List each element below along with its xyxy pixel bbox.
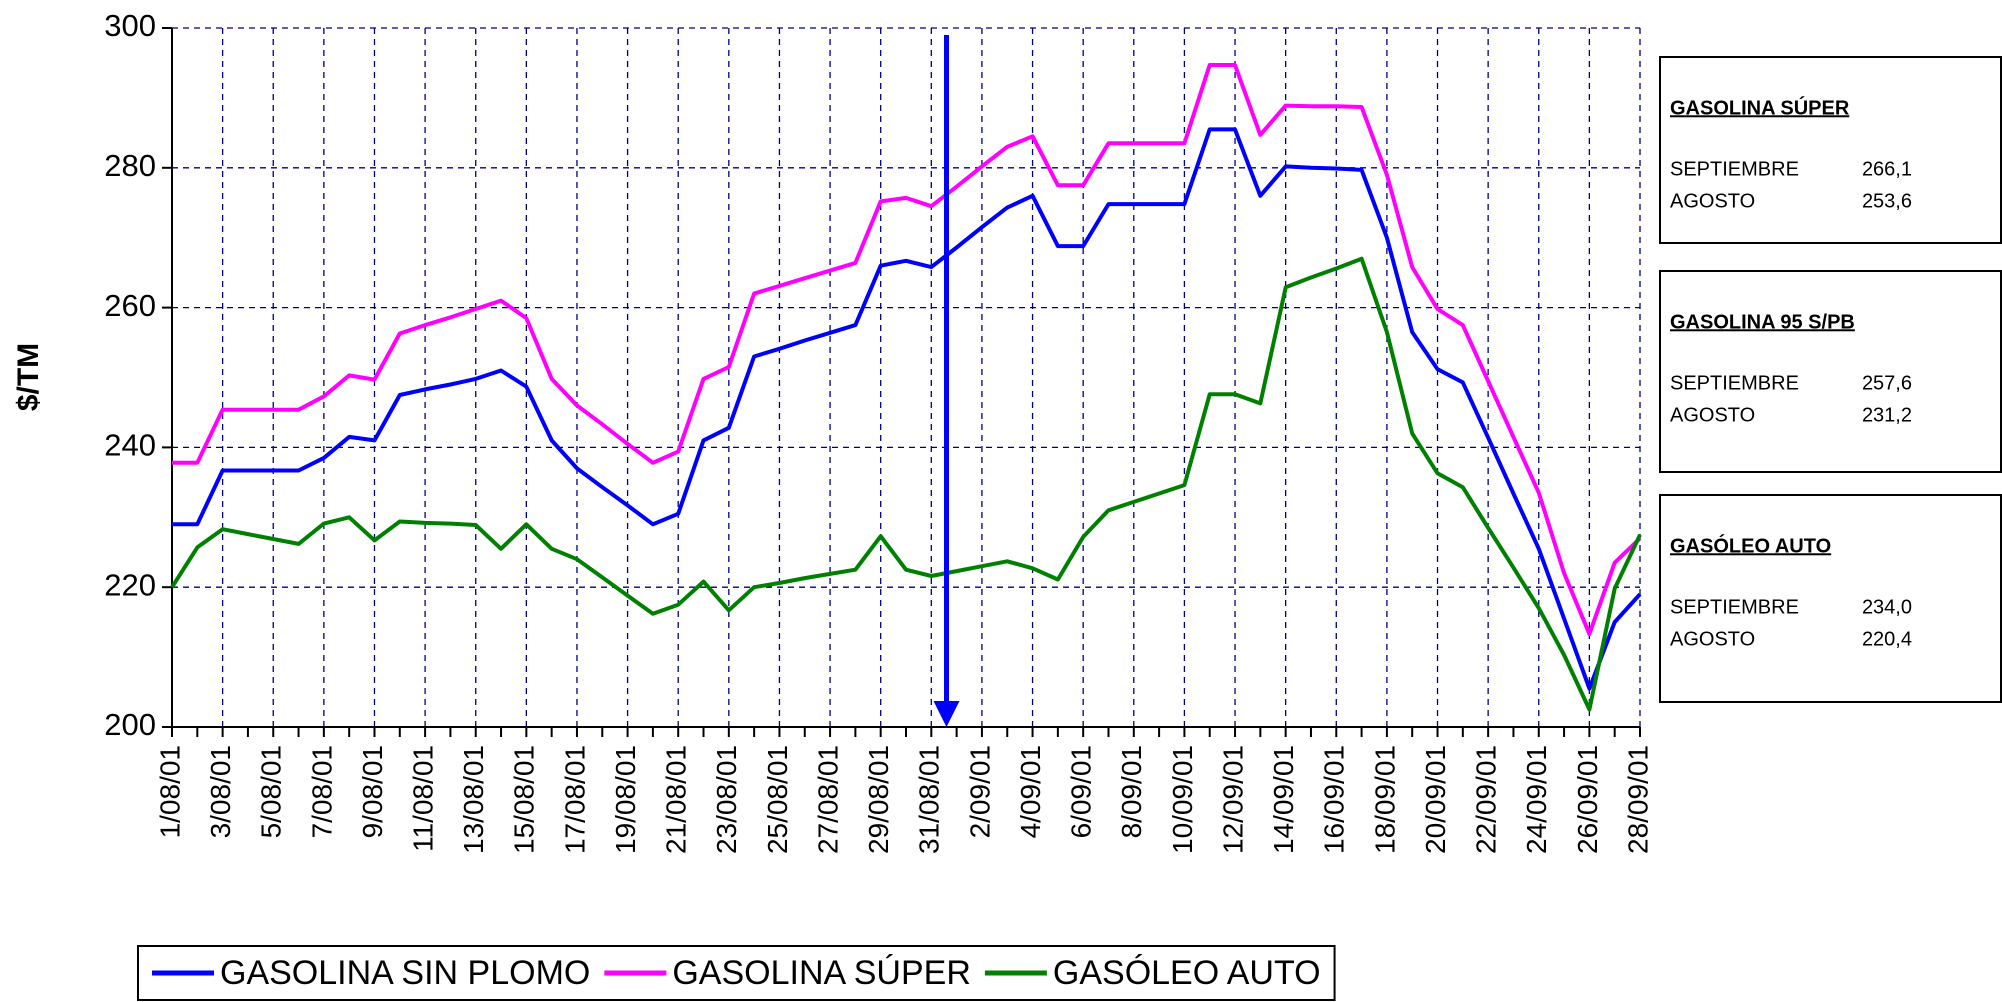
legend-label: GASOLINA SÚPER	[672, 954, 971, 992]
x-tick-label: 6/09/01	[1066, 745, 1097, 838]
y-tick-label: 260	[104, 288, 156, 323]
info-box-label: SEPTIEMBRE	[1670, 596, 1799, 618]
info-box-label: SEPTIEMBRE	[1670, 372, 1799, 394]
legend-label: GASÓLEO AUTO	[1053, 954, 1321, 992]
info-box-value: 231,2	[1862, 404, 1912, 426]
x-tick-label: 19/08/01	[610, 745, 641, 854]
x-tick-label: 24/09/01	[1521, 745, 1552, 854]
x-tick-label: 17/08/01	[559, 745, 590, 854]
info-box-label: AGOSTO	[1670, 628, 1755, 650]
x-tick-label: 26/09/01	[1572, 745, 1603, 854]
x-tick-label: 4/09/01	[1015, 745, 1046, 838]
info-box-value: 257,6	[1862, 372, 1912, 394]
info-box-value: 234,0	[1862, 596, 1912, 618]
info-box-value: 220,4	[1862, 628, 1912, 650]
x-tick-label: 8/09/01	[1116, 745, 1147, 838]
series-line	[172, 63, 1642, 636]
y-tick-label: 220	[104, 567, 156, 602]
info-box	[1659, 494, 2002, 703]
x-tick-label: 13/08/01	[458, 745, 489, 854]
x-tick-label: 16/09/01	[1319, 745, 1350, 854]
series-line	[170, 256, 1642, 712]
x-tick-label: 12/09/01	[1217, 745, 1248, 854]
x-tick-label: 7/08/01	[306, 745, 337, 838]
x-tick-label: 21/08/01	[661, 745, 692, 854]
x-tick-label: 31/08/01	[914, 745, 945, 854]
x-tick-label: 3/08/01	[205, 745, 236, 838]
y-axis-label: $/TM	[12, 343, 45, 411]
info-box	[1659, 270, 2002, 473]
x-tick-label: 10/09/01	[1167, 745, 1198, 854]
x-tick-label: 22/09/01	[1471, 745, 1502, 854]
x-tick-label: 25/08/01	[762, 745, 793, 854]
arrow-head	[933, 701, 960, 727]
x-tick-label: 28/09/01	[1622, 745, 1653, 854]
info-box-title: GASÓLEO AUTO	[1670, 533, 1831, 557]
x-tick-label: 5/08/01	[256, 745, 287, 838]
legend-box	[137, 945, 1336, 1001]
series-line	[172, 127, 1642, 691]
x-tick-label: 11/08/01	[407, 745, 438, 852]
x-tick-label: 20/09/01	[1420, 745, 1451, 854]
x-tick-label: 14/09/01	[1268, 745, 1299, 854]
legend-label: GASOLINA SIN PLOMO	[220, 954, 590, 992]
y-tick-label: 240	[104, 428, 156, 463]
info-box	[1659, 56, 2002, 244]
info-box-title: GASOLINA SÚPER	[1670, 95, 1850, 119]
x-tick-label: 9/08/01	[357, 745, 388, 838]
x-tick-label: 18/09/01	[1369, 745, 1400, 854]
info-box-label: AGOSTO	[1670, 190, 1755, 212]
x-tick-label: 29/08/01	[863, 745, 894, 854]
x-tick-label: 23/08/01	[711, 745, 742, 854]
y-tick-label: 280	[104, 148, 156, 183]
x-tick-label: 2/09/01	[964, 745, 995, 838]
x-tick-label: 15/08/01	[509, 745, 540, 854]
y-tick-label: 200	[104, 707, 156, 742]
info-box-value: 266,1	[1862, 158, 1912, 180]
y-tick-label: 300	[104, 8, 156, 43]
info-box-value: 253,6	[1862, 190, 1912, 212]
x-tick-label: 1/08/01	[154, 745, 185, 838]
x-tick-label: 27/08/01	[812, 745, 843, 854]
info-box-title: GASOLINA 95 S/PB	[1670, 311, 1855, 333]
info-box-label: AGOSTO	[1670, 404, 1755, 426]
info-box-label: SEPTIEMBRE	[1670, 158, 1799, 180]
